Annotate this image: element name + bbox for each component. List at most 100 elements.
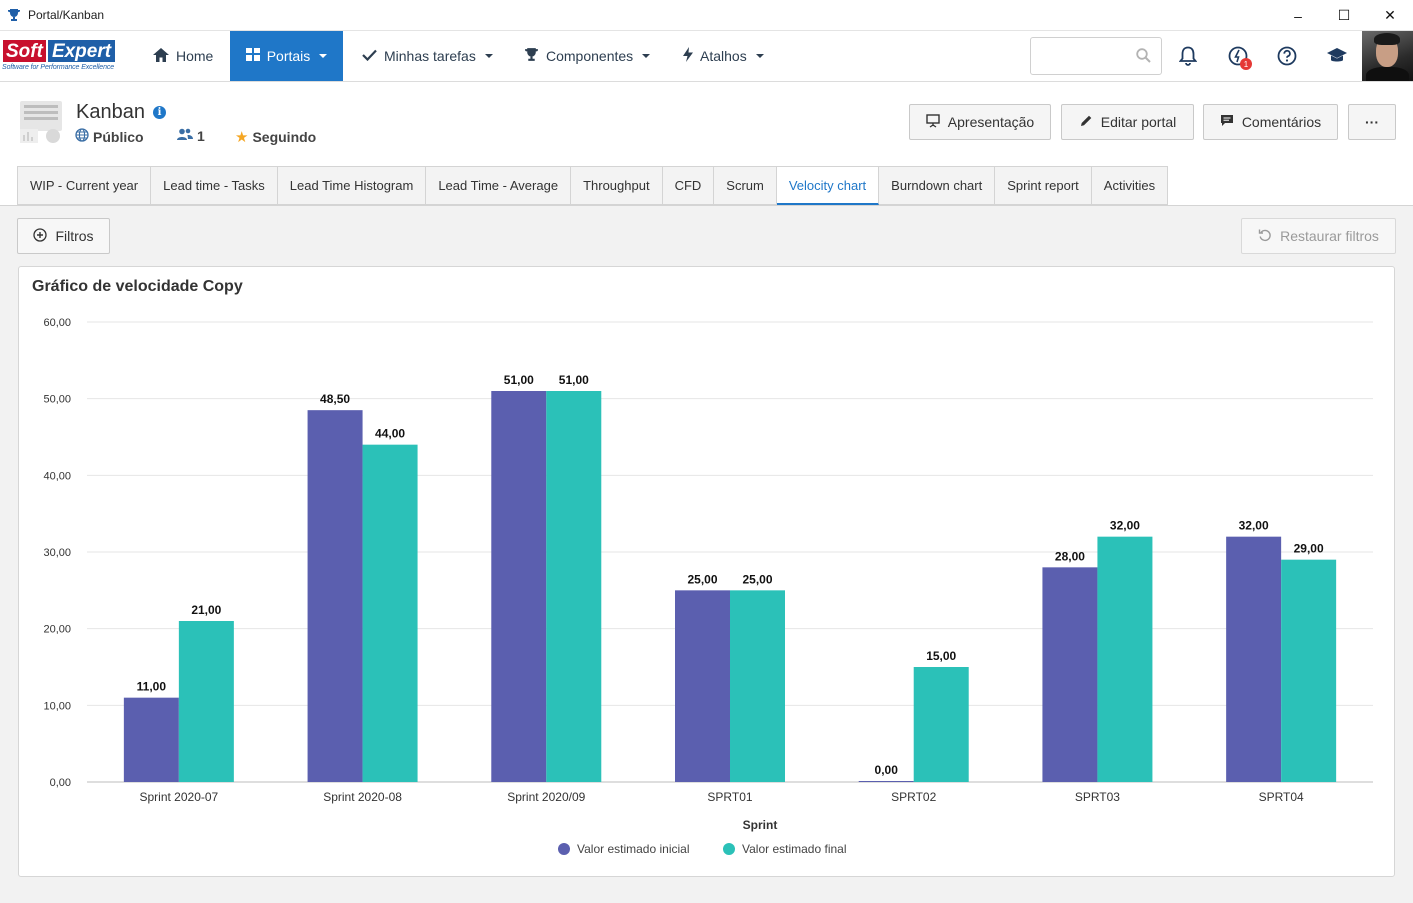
graduation-cap-icon[interactable] bbox=[1324, 43, 1350, 69]
user-avatar[interactable] bbox=[1362, 31, 1413, 81]
data-label: 21,00 bbox=[191, 603, 221, 617]
nav-minhas-tarefas[interactable]: Minhas tarefas bbox=[362, 31, 493, 81]
y-tick-label: 0,00 bbox=[50, 777, 71, 789]
bar-final bbox=[1097, 536, 1153, 782]
chevron-down-icon bbox=[319, 54, 328, 58]
y-tick-label: 30,00 bbox=[43, 547, 71, 559]
data-label: 51,00 bbox=[559, 373, 589, 387]
bar-final bbox=[178, 621, 234, 782]
y-tick-label: 10,00 bbox=[43, 700, 71, 712]
x-tick-label: SPRT02 bbox=[891, 790, 936, 804]
members-count[interactable]: 1 bbox=[177, 128, 205, 144]
x-tick-label: Sprint 2020/09 bbox=[507, 790, 585, 804]
velocity-bar-chart: 60,00 50,00 40,00 30,00 20,00 10,00 0,00 11,00 2… bbox=[43, 317, 1373, 856]
activity-icon[interactable]: 1 bbox=[1225, 43, 1252, 70]
trophy-icon bbox=[524, 47, 539, 65]
window-title: Portal/Kanban bbox=[28, 8, 105, 22]
tab-lead-time-average[interactable]: Lead Time - Average bbox=[426, 166, 572, 205]
nav-atalhos[interactable]: Atalhos bbox=[683, 31, 764, 81]
bar-inicial bbox=[123, 697, 179, 782]
tab-scrum[interactable]: Scrum bbox=[714, 166, 777, 205]
apresentacao-button[interactable]: Apresentação bbox=[909, 104, 1051, 140]
bell-icon[interactable] bbox=[1175, 43, 1201, 69]
tab-sprint-report[interactable]: Sprint report bbox=[995, 166, 1092, 205]
data-label: 32,00 bbox=[1110, 519, 1140, 533]
home-icon bbox=[153, 47, 169, 65]
tab-velocity-chart[interactable]: Velocity chart bbox=[776, 166, 880, 205]
star-icon: ★ bbox=[235, 129, 249, 146]
filtros-button[interactable]: Filtros bbox=[17, 218, 110, 254]
help-icon[interactable] bbox=[1274, 43, 1300, 69]
close-button[interactable]: ✕ bbox=[1384, 7, 1396, 23]
tab-wip-current-year[interactable]: WIP - Current year bbox=[17, 166, 152, 205]
x-axis-title: Sprint bbox=[743, 818, 778, 832]
chart-title: Gráfico de velocidade Copy bbox=[32, 278, 243, 295]
plus-circle-icon bbox=[33, 227, 48, 245]
nav-home[interactable]: Home bbox=[153, 31, 227, 81]
x-tick-label: SPRT01 bbox=[707, 790, 752, 804]
y-tick-label: 40,00 bbox=[43, 470, 71, 482]
presentation-icon bbox=[926, 113, 940, 131]
bar-final bbox=[913, 667, 969, 782]
maximize-button[interactable]: ☐ bbox=[1337, 7, 1351, 23]
data-label: 44,00 bbox=[375, 427, 405, 441]
nav-portais[interactable]: Portais bbox=[230, 31, 343, 81]
dashboard-tabs: WIP - Current year Lead time - Tasks Lea… bbox=[17, 166, 1169, 206]
nav-componentes[interactable]: Componentes bbox=[524, 31, 651, 81]
chevron-down-icon bbox=[755, 54, 764, 58]
data-label: 51,00 bbox=[504, 373, 534, 387]
lightning-icon bbox=[683, 47, 693, 65]
data-label: 28,00 bbox=[1055, 549, 1085, 563]
data-label: 48,50 bbox=[320, 392, 350, 406]
bar-inicial bbox=[1226, 536, 1282, 782]
comment-icon bbox=[1220, 114, 1234, 130]
x-tick-label: SPRT03 bbox=[1075, 790, 1120, 804]
search-icon bbox=[1136, 48, 1151, 66]
more-options-button[interactable]: ··· bbox=[1348, 104, 1396, 140]
minimize-button[interactable]: – bbox=[1294, 7, 1302, 24]
data-label: 32,00 bbox=[1239, 519, 1269, 533]
data-label: 25,00 bbox=[687, 572, 717, 586]
bar-inicial bbox=[858, 781, 914, 782]
legend-label: Valor estimado inicial bbox=[577, 842, 690, 856]
x-tick-label: Sprint 2020-08 bbox=[323, 790, 402, 804]
data-label: 29,00 bbox=[1294, 542, 1324, 556]
tab-cfd[interactable]: CFD bbox=[662, 166, 715, 205]
softexpert-logo[interactable]: Soft Expert Software for Performance Exc… bbox=[2, 39, 130, 75]
trophy-icon bbox=[7, 8, 21, 22]
y-tick-label: 60,00 bbox=[43, 317, 71, 329]
legend-marker bbox=[558, 843, 570, 855]
data-label: 0,00 bbox=[875, 763, 899, 777]
legend-marker bbox=[723, 843, 735, 855]
bar-final bbox=[1281, 559, 1337, 782]
x-tick-label: Sprint 2020-07 bbox=[139, 790, 218, 804]
portal-thumbnail-icon bbox=[18, 99, 64, 145]
editar-portal-button[interactable]: Editar portal bbox=[1061, 104, 1194, 140]
following-toggle[interactable]: ★ Seguindo bbox=[235, 129, 317, 146]
top-navigation: Soft Expert Software for Performance Exc… bbox=[0, 31, 1413, 82]
visibility-label: Público bbox=[75, 128, 144, 145]
bar-final bbox=[362, 444, 418, 782]
bar-inicial bbox=[491, 391, 547, 782]
bar-inicial bbox=[1042, 567, 1098, 782]
velocity-chart-card: Gráfico de velocidade Copy 60,00 50,00 40,… bbox=[18, 266, 1395, 877]
chevron-down-icon bbox=[484, 54, 493, 58]
x-tick-label: SPRT04 bbox=[1259, 790, 1304, 804]
legend-label: Valor estimado final bbox=[742, 842, 847, 856]
tab-throughput[interactable]: Throughput bbox=[571, 166, 663, 205]
info-icon[interactable]: i bbox=[152, 106, 166, 119]
comentarios-button[interactable]: Comentários bbox=[1203, 104, 1338, 140]
data-label: 15,00 bbox=[926, 649, 956, 663]
data-label: 25,00 bbox=[742, 572, 772, 586]
tab-lead-time-histogram[interactable]: Lead Time Histogram bbox=[277, 166, 427, 205]
y-tick-label: 50,00 bbox=[43, 394, 71, 406]
search-input[interactable] bbox=[1030, 37, 1162, 75]
undo-icon bbox=[1258, 228, 1272, 245]
tab-lead-time-tasks[interactable]: Lead time - Tasks bbox=[151, 166, 278, 205]
window-titlebar: Portal/Kanban – ☐ ✕ bbox=[0, 0, 1413, 31]
tab-activities[interactable]: Activities bbox=[1091, 166, 1169, 205]
restaurar-filtros-button[interactable]: Restaurar filtros bbox=[1241, 218, 1396, 254]
bar-final bbox=[546, 391, 602, 782]
pencil-icon bbox=[1079, 114, 1093, 131]
tab-burndown-chart[interactable]: Burndown chart bbox=[879, 166, 996, 205]
